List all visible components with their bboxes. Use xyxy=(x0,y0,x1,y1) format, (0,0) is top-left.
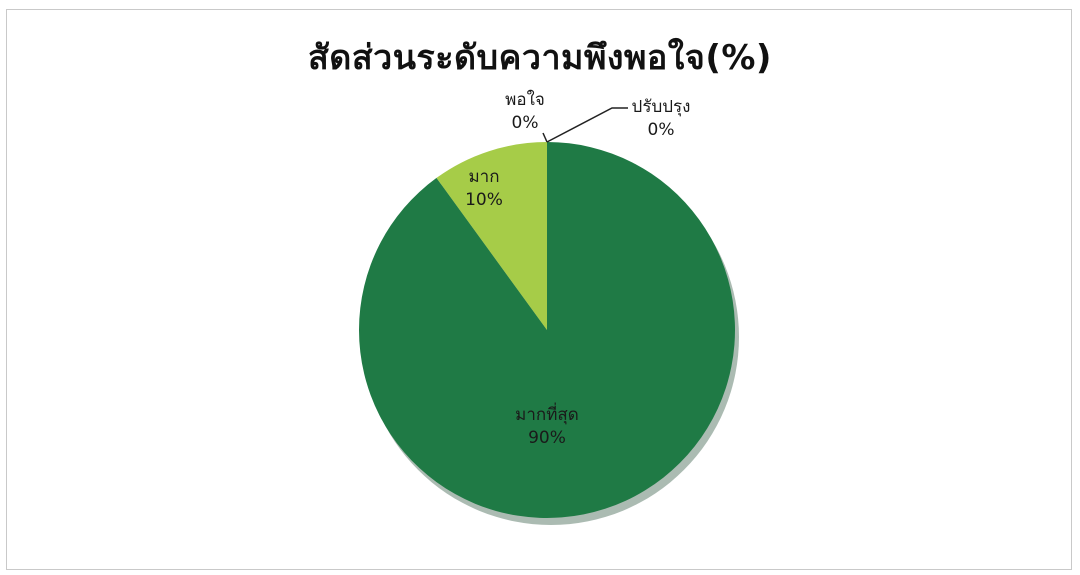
leader-line-2 xyxy=(542,132,548,143)
leader-line-3 xyxy=(546,107,628,143)
slice-label-3: ปรับปรุง 0% xyxy=(632,97,691,140)
slice-name-2: พอใจ xyxy=(505,89,545,110)
chart-title: สัดส่วนระดับความพึงพอใจ(%) xyxy=(308,38,772,78)
slice-label-1: มาก 10% xyxy=(465,167,503,210)
slice-label-0: มากที่สุด 90% xyxy=(515,402,579,448)
slice-name-3: ปรับปรุง xyxy=(632,97,691,117)
pie-slice-0 xyxy=(358,142,735,518)
slice-name-1: มาก xyxy=(468,167,499,187)
pie-slice-1 xyxy=(436,142,547,330)
slice-value-0: 90% xyxy=(528,428,566,448)
slice-value-1: 10% xyxy=(465,190,503,210)
slice-label-2: พอใจ 0% xyxy=(505,89,545,133)
slice-value-3: 0% xyxy=(648,120,675,140)
slice-value-2: 0% xyxy=(512,113,539,133)
slice-name-0: มากที่สุด xyxy=(515,402,579,425)
